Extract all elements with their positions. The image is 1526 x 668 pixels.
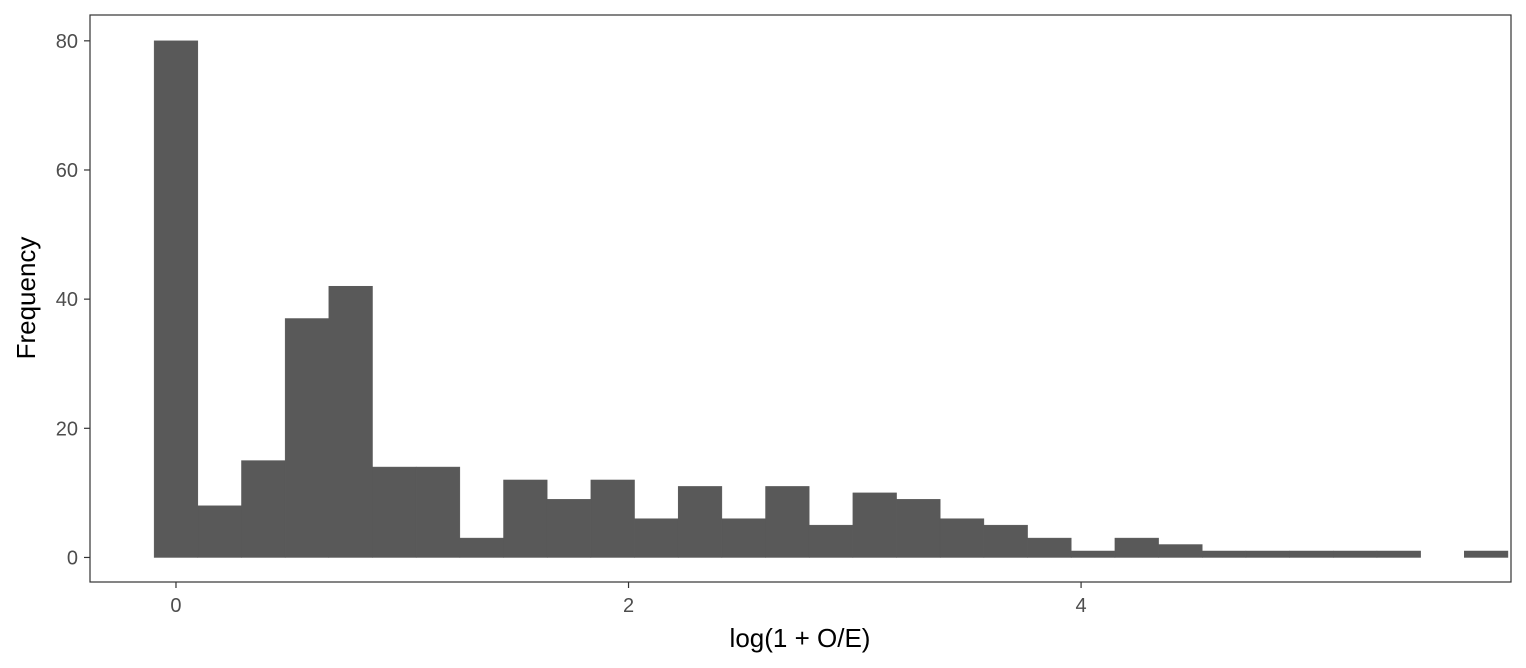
histogram-bar: [1376, 550, 1421, 558]
y-axis-title: Frequency: [11, 237, 41, 360]
histogram-bar: [939, 518, 985, 558]
x-axis-title: log(1 + O/E): [730, 623, 871, 653]
histogram-bar: [677, 486, 723, 558]
histogram-bar: [1114, 537, 1159, 558]
histogram-bar: [983, 524, 1028, 558]
histogram-bar: [852, 492, 897, 558]
histogram-bar: [153, 40, 199, 558]
y-axis: 0 20 40 60 80: [56, 31, 90, 569]
y-tick-label: 40: [56, 289, 78, 311]
histogram-bar: [634, 518, 679, 558]
histogram-bar: [765, 486, 810, 558]
x-tick-label: 2: [623, 595, 634, 617]
histogram-bar: [241, 460, 286, 558]
bars-group: [153, 40, 1509, 558]
x-axis: 0 2 4: [170, 582, 1087, 617]
histogram-bar: [546, 499, 592, 558]
y-tick-label: 0: [67, 547, 78, 569]
histogram-bar: [459, 537, 504, 558]
histogram-bar: [721, 518, 766, 558]
y-tick-label: 60: [56, 160, 78, 182]
histogram-bar: [1158, 544, 1203, 558]
histogram-bar: [328, 285, 373, 558]
histogram-bar: [1202, 550, 1247, 558]
histogram-bar: [372, 466, 417, 558]
histogram-bar: [503, 479, 548, 558]
x-tick-label: 0: [170, 595, 181, 617]
histogram-bar: [1289, 550, 1334, 558]
histogram-bar: [808, 524, 854, 558]
histogram-bar: [1027, 537, 1072, 558]
histogram-bar: [1464, 550, 1509, 558]
histogram-bar: [284, 318, 330, 558]
histogram-bar: [1245, 550, 1290, 558]
histogram-bar: [197, 505, 242, 558]
y-tick-label: 20: [56, 418, 78, 440]
histogram-bar: [415, 466, 461, 558]
histogram-bar: [1333, 550, 1378, 558]
histogram-bar: [896, 499, 941, 558]
histogram-bar: [1070, 550, 1116, 558]
plot-panel-border: [89, 14, 1512, 583]
histogram-bar: [590, 479, 635, 558]
x-tick-label: 4: [1076, 595, 1087, 617]
y-tick-label: 80: [56, 31, 78, 53]
